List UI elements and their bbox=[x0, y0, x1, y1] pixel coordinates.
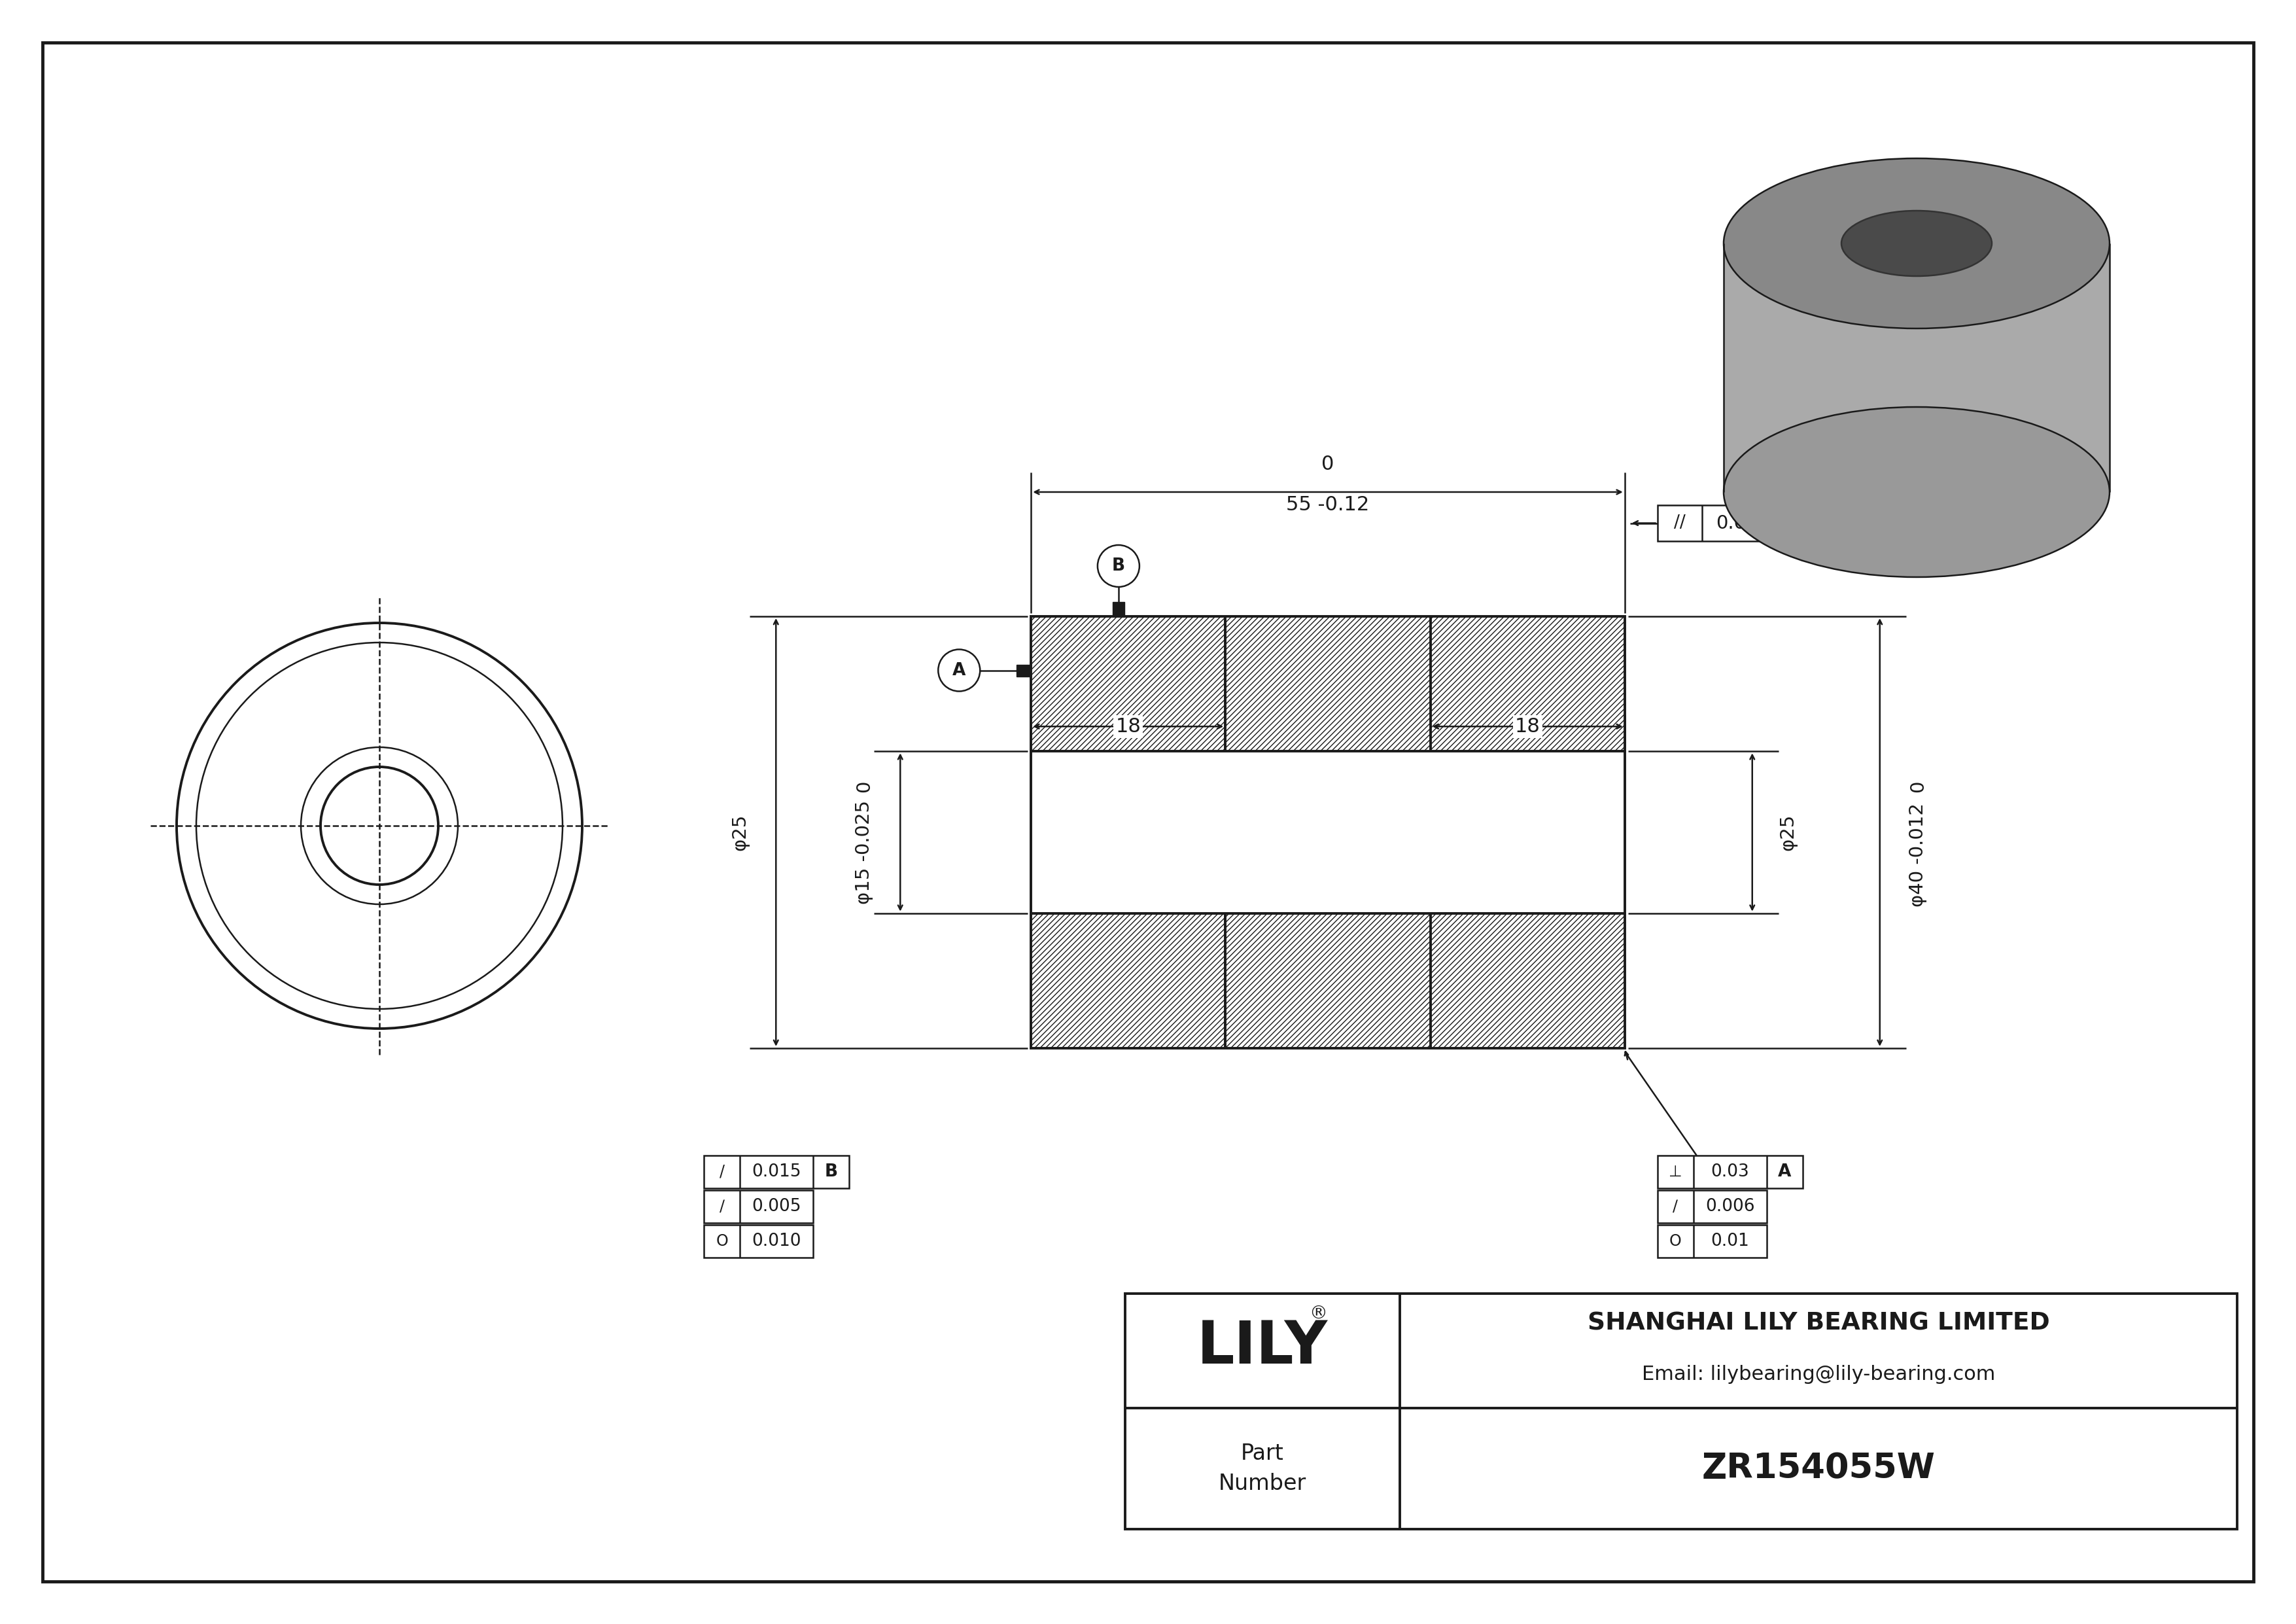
Text: ∕: ∕ bbox=[1674, 1199, 1678, 1215]
Text: 0.015: 0.015 bbox=[1715, 513, 1770, 533]
Text: ⊥: ⊥ bbox=[1669, 1164, 1683, 1179]
Ellipse shape bbox=[1841, 211, 1993, 276]
Text: A: A bbox=[953, 663, 967, 679]
Text: φ25: φ25 bbox=[1779, 814, 1798, 851]
Text: 0: 0 bbox=[854, 781, 872, 793]
Text: Email: lilybearing@lily-bearing.com: Email: lilybearing@lily-bearing.com bbox=[1642, 1364, 1995, 1384]
Text: 0.015: 0.015 bbox=[751, 1163, 801, 1181]
Bar bbox=[1114, 603, 1125, 617]
Text: A: A bbox=[1777, 1163, 1791, 1181]
Bar bbox=[705, 1156, 850, 1189]
Bar bbox=[1658, 1224, 1766, 1257]
Text: O: O bbox=[716, 1233, 728, 1249]
Polygon shape bbox=[1430, 617, 1626, 752]
Text: //: // bbox=[1674, 515, 1685, 531]
Text: SHANGHAI LILY BEARING LIMITED: SHANGHAI LILY BEARING LIMITED bbox=[1587, 1312, 2050, 1335]
Text: φ40 -0.012: φ40 -0.012 bbox=[1908, 804, 1926, 908]
Polygon shape bbox=[1226, 913, 1430, 1047]
Text: B: B bbox=[1111, 557, 1125, 575]
Text: φ25: φ25 bbox=[730, 814, 748, 851]
Text: 0.005: 0.005 bbox=[751, 1199, 801, 1215]
Text: 0: 0 bbox=[1908, 781, 1926, 793]
Text: 0.03: 0.03 bbox=[1711, 1163, 1750, 1181]
Bar bbox=[1017, 664, 1031, 676]
Text: 18: 18 bbox=[1116, 716, 1141, 736]
Polygon shape bbox=[1226, 617, 1430, 752]
Polygon shape bbox=[1031, 617, 1226, 752]
Text: A: A bbox=[1795, 513, 1812, 533]
Text: 0: 0 bbox=[1322, 455, 1334, 474]
Polygon shape bbox=[1724, 244, 2110, 492]
Text: 18: 18 bbox=[1515, 716, 1541, 736]
Text: 0.01: 0.01 bbox=[1711, 1233, 1750, 1250]
Bar bbox=[705, 1224, 813, 1257]
Polygon shape bbox=[1031, 913, 1226, 1047]
Text: Part
Number: Part Number bbox=[1219, 1442, 1306, 1494]
Text: O: O bbox=[1669, 1233, 1681, 1249]
Bar bbox=[1658, 505, 1825, 541]
Bar bbox=[1658, 1190, 1766, 1223]
Text: ∕: ∕ bbox=[719, 1199, 726, 1215]
Text: ®: ® bbox=[1309, 1304, 1327, 1324]
Bar bbox=[1125, 1294, 2236, 1530]
Bar bbox=[705, 1190, 813, 1223]
Bar bbox=[1658, 1156, 1802, 1189]
Text: B: B bbox=[824, 1163, 838, 1181]
Text: 0.010: 0.010 bbox=[751, 1233, 801, 1250]
Text: LILY: LILY bbox=[1196, 1319, 1327, 1377]
Text: 0.006: 0.006 bbox=[1706, 1199, 1754, 1215]
Bar bbox=[1031, 752, 1626, 913]
Polygon shape bbox=[1430, 913, 1626, 1047]
Text: φ15 -0.025: φ15 -0.025 bbox=[854, 801, 872, 905]
Ellipse shape bbox=[1724, 159, 2110, 328]
Bar bbox=[1031, 617, 1626, 1047]
Ellipse shape bbox=[1724, 408, 2110, 577]
Text: 55 -0.12: 55 -0.12 bbox=[1286, 495, 1368, 515]
Text: /: / bbox=[719, 1164, 726, 1179]
Text: ZR154055W: ZR154055W bbox=[1701, 1452, 1936, 1486]
